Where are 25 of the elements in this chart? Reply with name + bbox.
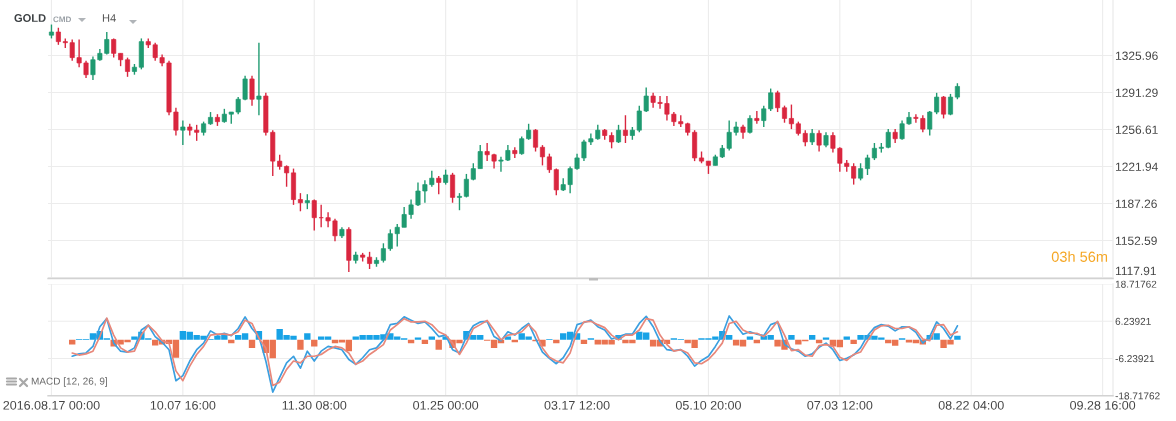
annotation: CMD xyxy=(53,16,72,23)
annotation: H4 xyxy=(102,14,116,22)
x-tick-label: 10.07 16:00 xyxy=(150,400,216,410)
text: MACD [12, 26, 9] xyxy=(31,377,107,387)
x-tick-label: 08.22 04:00 xyxy=(938,400,1004,410)
y-tick-label: 1325.96 xyxy=(1115,51,1158,60)
x-tick-label: 11.30 08:00 xyxy=(282,400,347,410)
x-tick-label: 2016.08.17 00:00 xyxy=(3,400,100,410)
y-tick-label: 1117.91 xyxy=(1115,266,1156,276)
x-tick-label: 01.25 00:00 xyxy=(413,400,479,410)
text: GOLD xyxy=(14,14,46,22)
y-tick-label: 6.23921 xyxy=(1115,317,1151,325)
y-tick-label: 1291.29 xyxy=(1115,88,1158,97)
y-tick-label: 1152.59 xyxy=(1115,236,1157,245)
x-tick-label: 09.28 16:00 xyxy=(1070,400,1136,410)
annotation: 03h 56m xyxy=(1051,251,1108,262)
y-tick-label: 18.71762 xyxy=(1115,280,1157,288)
y-tick-label: 1187.26 xyxy=(1115,199,1157,208)
y-tick-label: -18.71762 xyxy=(1115,392,1160,400)
y-tick-label: -6.23921 xyxy=(1115,355,1155,363)
x-tick-label: 05.10 20:00 xyxy=(675,400,741,410)
y-tick-label: 1256.61 xyxy=(1115,125,1158,134)
x-tick-label: 07.03 12:00 xyxy=(807,400,873,410)
y-tick-label: 1221.94 xyxy=(1115,162,1158,171)
x-tick-label: 03.17 12:00 xyxy=(544,400,610,410)
